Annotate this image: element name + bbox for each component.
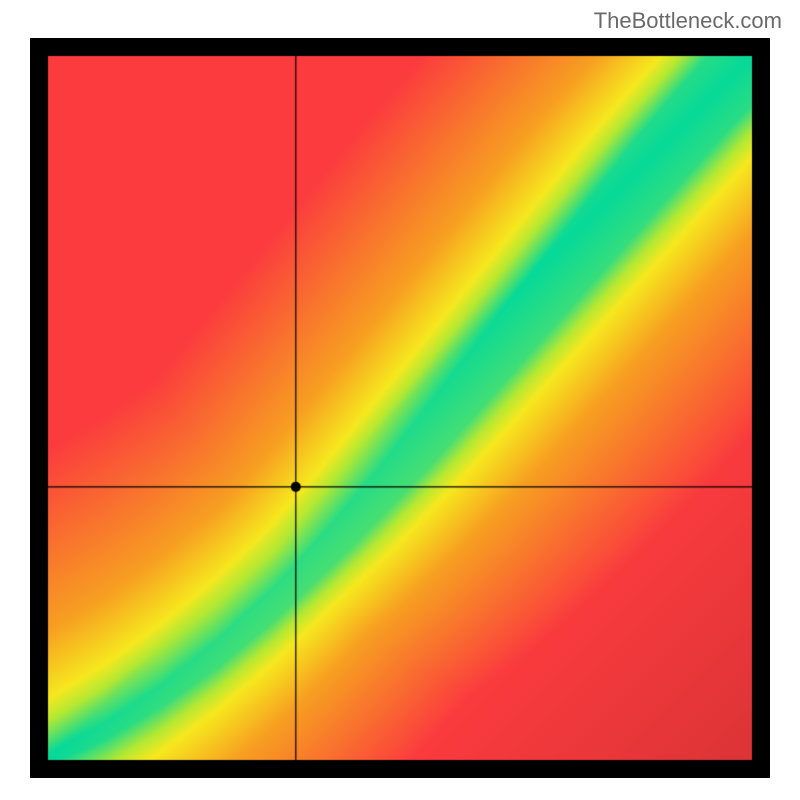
watermark-text: TheBottleneck.com	[594, 8, 782, 34]
chart-container: TheBottleneck.com	[0, 0, 800, 800]
heatmap-canvas	[30, 38, 770, 778]
chart-frame	[30, 38, 770, 778]
